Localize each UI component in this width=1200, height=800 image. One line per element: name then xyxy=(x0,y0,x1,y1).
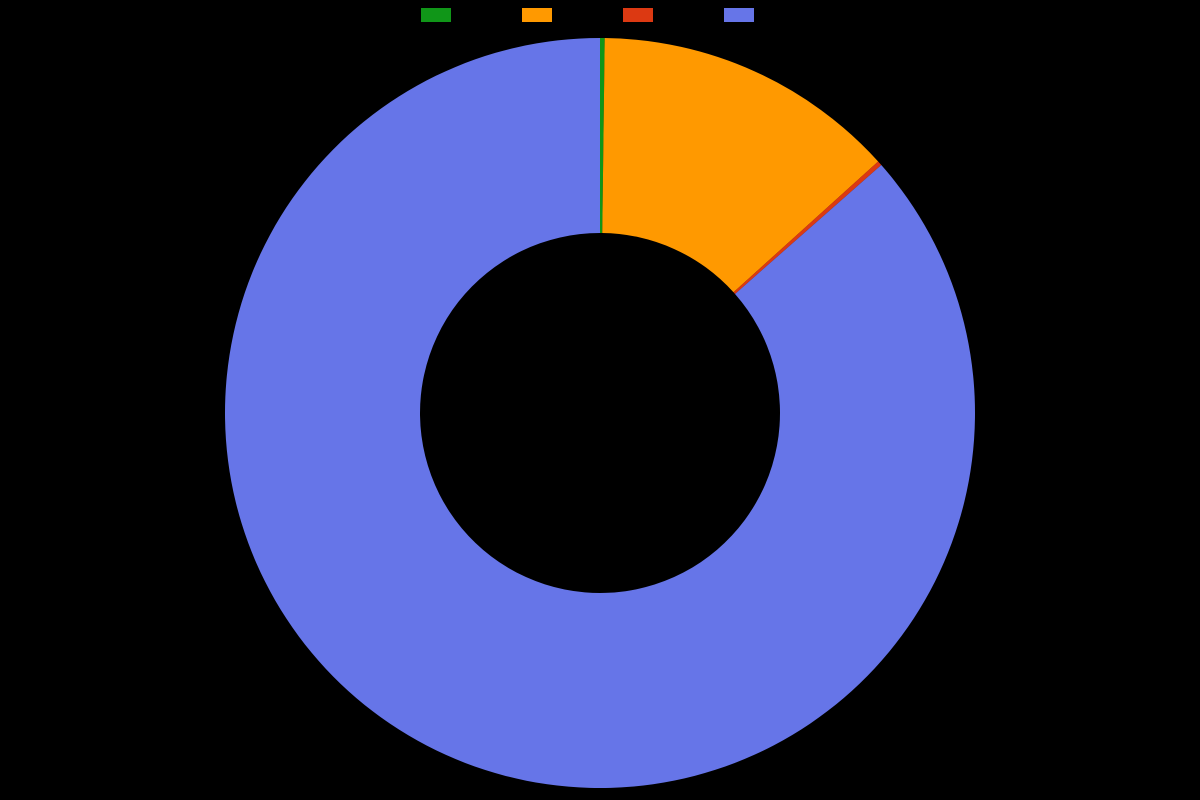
legend-label-2 xyxy=(659,8,679,22)
legend-item-0[interactable] xyxy=(421,8,477,22)
legend-label-3 xyxy=(760,8,780,22)
chart-legend xyxy=(421,0,780,26)
donut-chart-container xyxy=(0,26,1200,800)
legend-swatch-1 xyxy=(522,8,552,22)
legend-label-0 xyxy=(457,8,477,22)
legend-item-1[interactable] xyxy=(522,8,578,22)
donut-chart xyxy=(0,28,1200,798)
legend-swatch-0 xyxy=(421,8,451,22)
legend-item-2[interactable] xyxy=(623,8,679,22)
legend-swatch-3 xyxy=(724,8,754,22)
legend-item-3[interactable] xyxy=(724,8,780,22)
legend-label-1 xyxy=(558,8,578,22)
legend-swatch-2 xyxy=(623,8,653,22)
